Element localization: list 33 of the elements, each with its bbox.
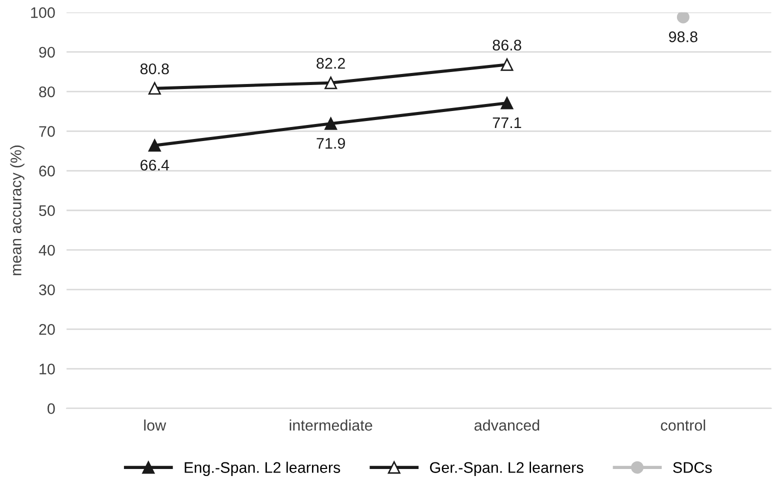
data-label: 82.2 [316,58,345,69]
y-tick-label: 100 [31,7,55,18]
point [148,139,161,152]
point [500,96,514,110]
y-axis-title: mean accuracy (%) [10,146,24,276]
point [148,82,161,95]
point [676,12,690,24]
point [500,58,514,71]
legend-label: SDCs [673,462,712,473]
y-tick-label: 50 [39,205,55,216]
legend-label: Ger.-Span. L2 learners [430,462,584,476]
point [324,117,338,130]
point [324,76,338,90]
x-tick-label: intermediate [290,419,372,431]
legend-label: Eng.-Span. L2 learners [184,462,340,476]
data-label: 66.4 [140,160,170,171]
data-label: 71.9 [316,138,345,149]
y-tick-label: 60 [39,166,55,176]
y-tick-label: 10 [40,364,55,374]
y-tick-label: 90 [39,46,55,58]
data-label: 98.8 [669,31,698,42]
data-label: 77.1 [492,118,522,128]
y-tick-label: 0 [48,403,55,414]
y-tick-label: 80 [39,86,55,98]
y-tick-label: 70 [39,126,55,137]
y-tick-label: 40 [38,244,55,256]
y-tick-label: 30 [39,284,55,296]
data-label: 86.8 [492,40,522,51]
y-tick-label: 20 [39,324,55,335]
x-tick-label: low [144,419,166,431]
x-tick-label: control [660,419,706,431]
data-label: 80.8 [140,63,169,74]
x-tick-label: advanced [474,419,540,431]
